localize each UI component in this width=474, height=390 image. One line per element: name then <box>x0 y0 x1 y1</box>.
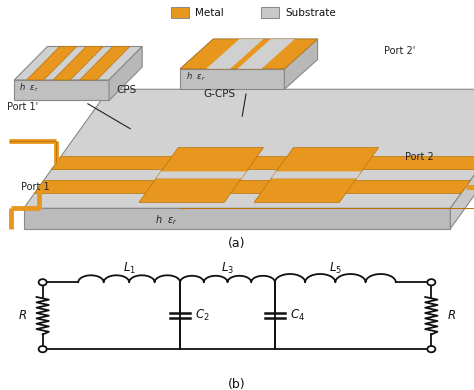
Polygon shape <box>450 89 474 229</box>
Polygon shape <box>14 80 109 101</box>
Polygon shape <box>27 46 77 80</box>
Polygon shape <box>14 46 142 80</box>
Text: Port 1': Port 1' <box>7 102 38 112</box>
Text: $R$: $R$ <box>18 309 27 322</box>
Bar <box>171 7 189 18</box>
Text: $C_2$: $C_2$ <box>195 308 210 323</box>
Circle shape <box>38 346 47 352</box>
Text: $h$  $\varepsilon_r$: $h$ $\varepsilon_r$ <box>19 81 39 94</box>
Text: $C_4$: $C_4$ <box>290 308 305 323</box>
Text: $L_3$: $L_3$ <box>221 261 234 276</box>
Text: Metal: Metal <box>195 8 224 18</box>
Polygon shape <box>24 89 474 208</box>
Circle shape <box>428 279 436 285</box>
Text: CPS: CPS <box>116 85 137 95</box>
Polygon shape <box>271 147 379 179</box>
Text: Substrate: Substrate <box>285 8 336 18</box>
Polygon shape <box>24 208 450 229</box>
Polygon shape <box>139 172 246 202</box>
Polygon shape <box>180 39 318 69</box>
Text: Port 1: Port 1 <box>21 183 50 192</box>
Polygon shape <box>271 172 362 179</box>
Polygon shape <box>156 172 246 179</box>
Text: Port 2: Port 2 <box>405 152 434 162</box>
Polygon shape <box>51 156 474 170</box>
Text: $h$  $\varepsilon_r$: $h$ $\varepsilon_r$ <box>186 71 206 83</box>
Text: $h$  $\varepsilon_r$: $h$ $\varepsilon_r$ <box>155 213 177 227</box>
Circle shape <box>38 279 47 285</box>
Polygon shape <box>34 180 470 193</box>
Polygon shape <box>237 39 295 69</box>
Polygon shape <box>156 147 264 179</box>
Text: $L_1$: $L_1$ <box>123 261 136 276</box>
Polygon shape <box>53 46 103 80</box>
Text: $L_5$: $L_5$ <box>329 261 342 276</box>
Text: $R$: $R$ <box>447 309 456 322</box>
Polygon shape <box>284 39 318 89</box>
Polygon shape <box>80 46 130 80</box>
Polygon shape <box>180 69 284 89</box>
Circle shape <box>428 346 436 352</box>
Polygon shape <box>109 46 142 101</box>
Text: Port 2': Port 2' <box>384 46 415 56</box>
Text: (b): (b) <box>228 378 246 390</box>
Text: (a): (a) <box>228 237 246 250</box>
Polygon shape <box>206 39 264 69</box>
Polygon shape <box>180 39 318 69</box>
Polygon shape <box>254 172 362 202</box>
Text: G-CPS: G-CPS <box>204 89 236 99</box>
Bar <box>261 7 279 18</box>
